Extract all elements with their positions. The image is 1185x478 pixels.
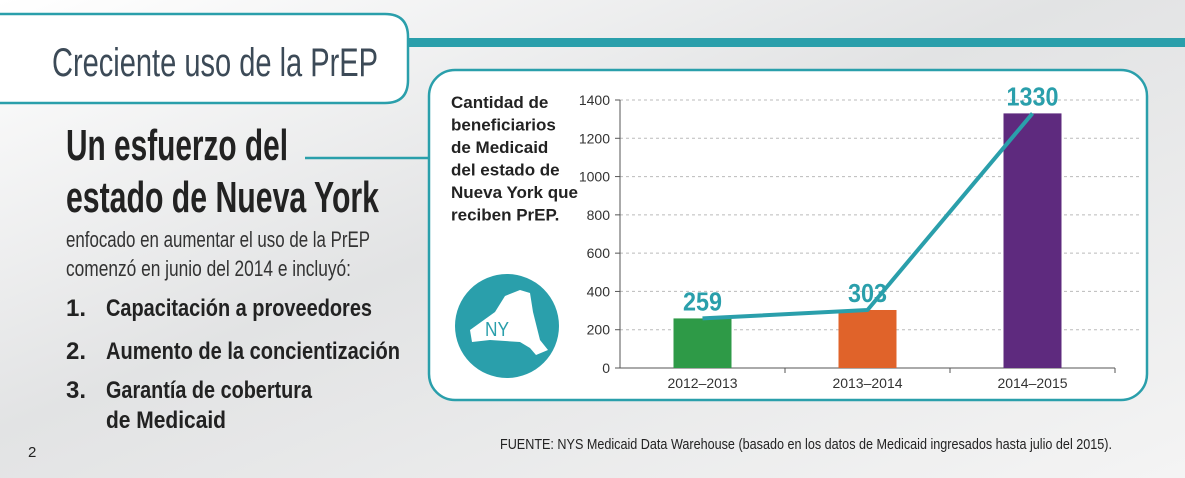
intro-line: comenzó en junio del 2014 e incluyó: (66, 256, 351, 281)
header-tab (0, 12, 410, 105)
header-stripe (400, 38, 1185, 47)
y-tick-label: 800 (587, 207, 611, 223)
bar (1003, 113, 1062, 369)
heading-line: Un esfuerzo del (66, 121, 288, 170)
value-label: 259 (683, 286, 722, 316)
chart-title-line: beneficiarios (451, 116, 556, 135)
y-tick-label: 1000 (579, 169, 610, 185)
plot: 0 200 400 600 800 1000 1200 1400 2012–2013 259 201… (579, 81, 1140, 391)
value-label: 1330 (1007, 81, 1059, 111)
y-tick-label: 0 (602, 360, 610, 376)
chart-title-line: reciben PrEP. (451, 206, 559, 225)
intro-line: enfocado en aumentar el uso de la PrEP (66, 227, 370, 252)
page-number: 2 (28, 444, 36, 461)
y-tick-label: 200 (587, 322, 611, 338)
chart-title-line: del estado de (451, 161, 560, 180)
list-item: de Medicaid (106, 407, 226, 434)
chart-title-line: de Medicaid (451, 138, 548, 157)
ny-map (470, 290, 548, 355)
heading-line: estado de Nueva York (66, 173, 379, 222)
chart-box (427, 68, 1149, 402)
list-number: 2. (66, 338, 86, 365)
y-tick-label: 1200 (579, 130, 610, 146)
list-item: Garantía de cobertura (106, 377, 313, 404)
y-tick-label: 400 (587, 283, 611, 299)
bar (838, 309, 897, 368)
y-tick-label: 1400 (579, 92, 610, 108)
bar (673, 318, 732, 368)
x-tick-label: 2012–2013 (667, 375, 737, 391)
chart-title: Cantidad de beneficiarios de Medicaid del e… (451, 93, 578, 225)
x-tick-label: 2013–2014 (832, 375, 902, 391)
list-number: 1. (66, 295, 86, 322)
list-number: 3. (66, 377, 86, 404)
list-item: Aumento de la concientización (106, 338, 400, 365)
source: FUENTE: NYS Medicaid Data Warehouse (bas… (500, 436, 1112, 453)
chart-title-line: Cantidad de (451, 93, 548, 112)
list-item: Capacitación a proveedores (106, 295, 372, 322)
y-tick-label: 600 (587, 245, 611, 261)
trend-line (702, 112, 1035, 321)
map-label: NY (485, 319, 509, 341)
x-tick-label: 2014–2015 (997, 375, 1067, 391)
header-title: Creciente uso de la PrEP (52, 41, 378, 85)
chart-title-line: Nueva York que (451, 183, 578, 202)
